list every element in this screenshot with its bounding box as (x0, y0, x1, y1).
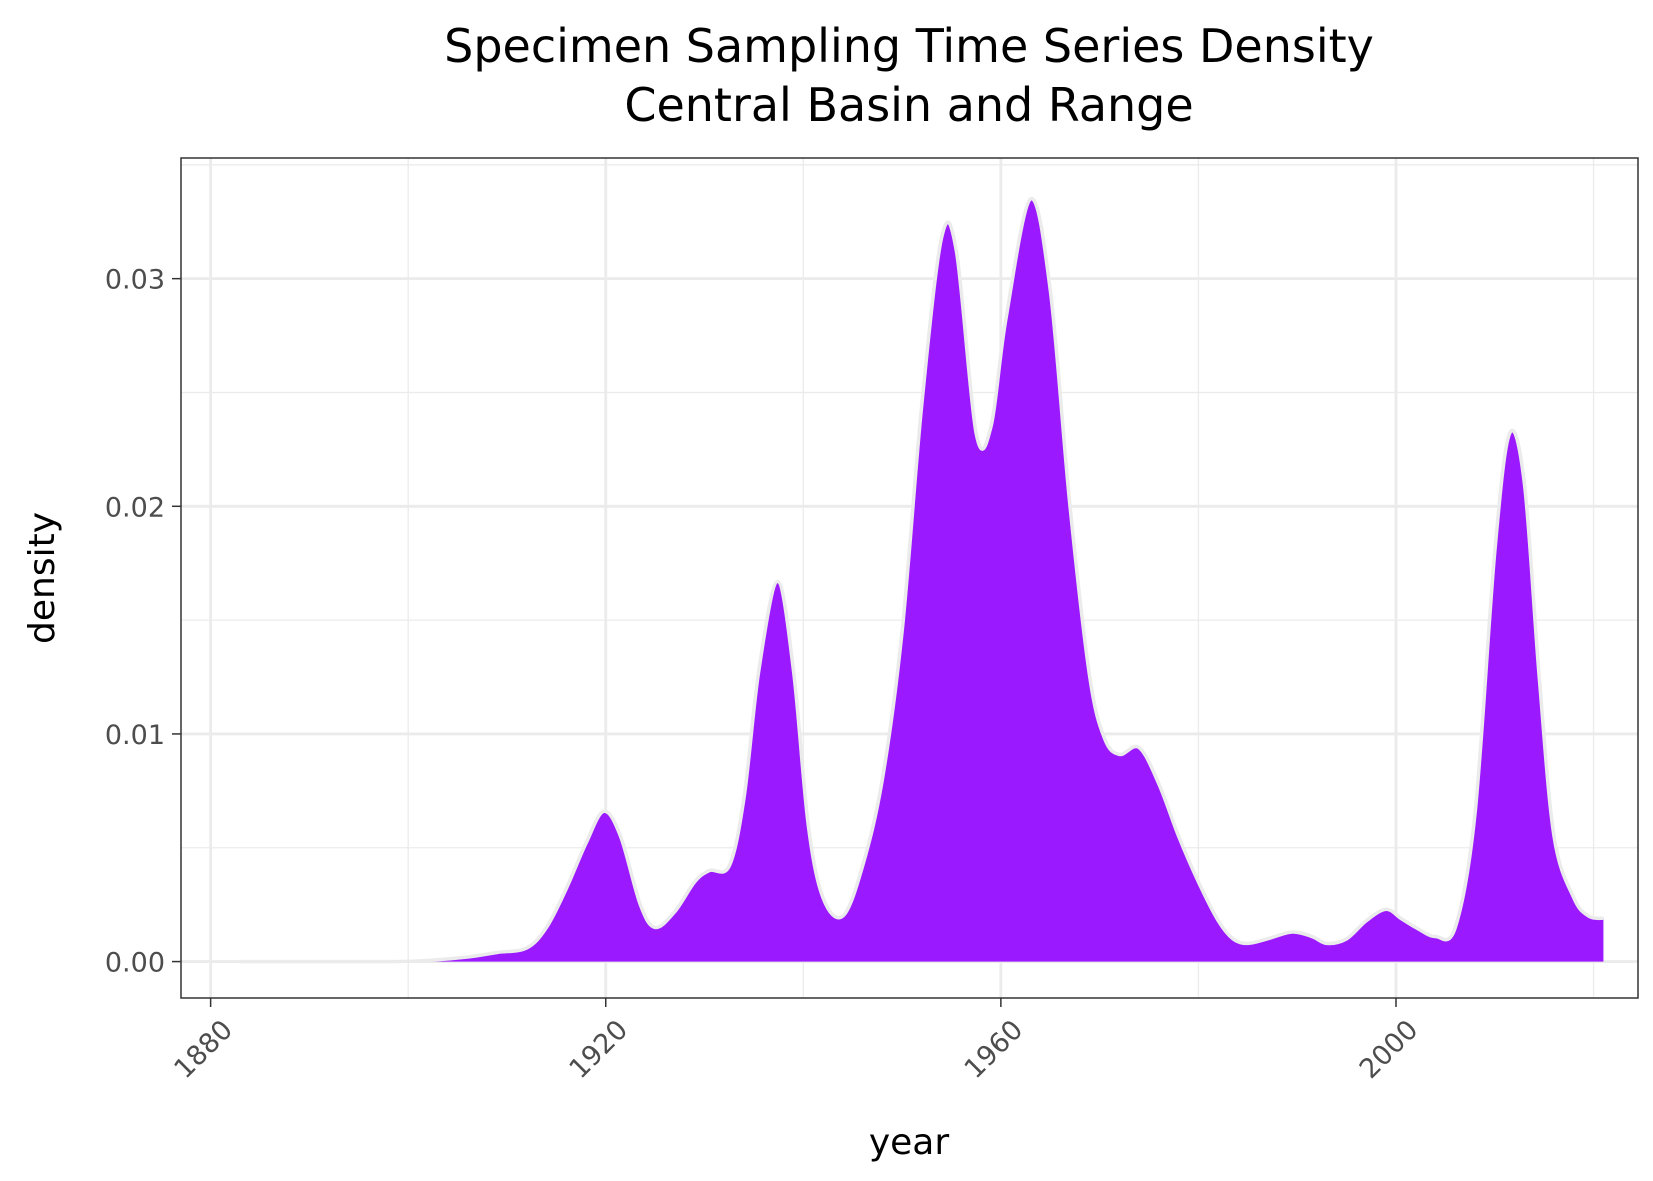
x-tick-label: 1960 (959, 1014, 1030, 1085)
chart-subtitle: Central Basin and Range (624, 78, 1193, 132)
y-axis: 0.00 0.01 0.02 0.03 (105, 265, 181, 979)
chart-title: Specimen Sampling Time Series Density (444, 19, 1374, 73)
y-tick-label: 0.01 (105, 720, 165, 751)
x-axis: 1880 1920 1960 2000 (168, 998, 1424, 1085)
x-tick-label: 1920 (564, 1014, 635, 1085)
density-outline (240, 197, 1604, 964)
plot-border (180, 157, 1639, 999)
x-axis-title: year (869, 1122, 950, 1163)
density-area (240, 198, 1604, 962)
density-area-layer (240, 197, 1604, 964)
y-tick-label: 0.00 (105, 948, 165, 979)
y-tick-label: 0.03 (105, 265, 165, 296)
x-tick-label: 1880 (168, 1014, 239, 1085)
y-tick-label: 0.02 (105, 492, 165, 523)
x-tick-label: 2000 (1354, 1014, 1425, 1085)
y-axis-title: density (22, 512, 63, 644)
